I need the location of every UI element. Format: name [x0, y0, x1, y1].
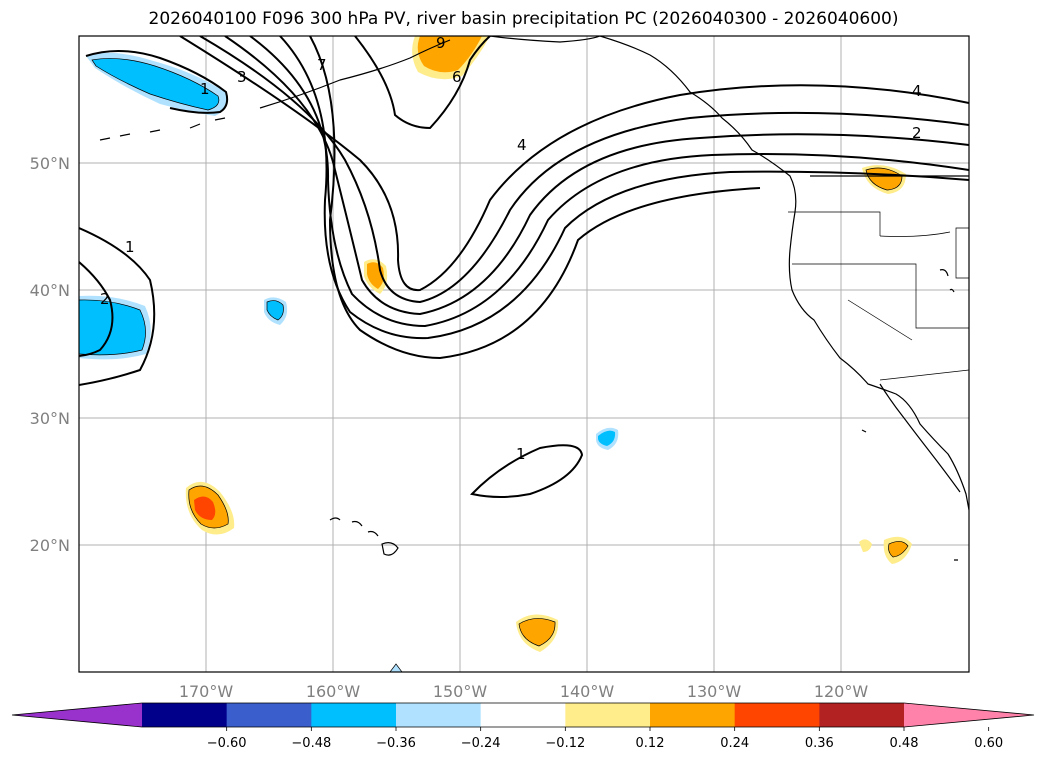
outline-hi: [188, 485, 229, 529]
colorbar-tick-label: 0.60: [974, 736, 1003, 751]
colorbar-tick-label: −0.24: [461, 736, 501, 751]
aleutian-islands: [99, 117, 226, 141]
border-us-mexico: [879, 369, 969, 381]
colorbar-segment: [226, 703, 312, 727]
pv-contour-4: [249, 36, 969, 328]
precip-outlines: [79, 58, 909, 647]
colorbar-extend-high: [904, 703, 1034, 727]
colorbar-segment: [819, 703, 905, 727]
state-line-id: [955, 227, 969, 279]
precip-blob-hi-core: [194, 496, 216, 520]
lon-tick-label: 170°W: [179, 682, 234, 701]
lon-tick-label: 120°W: [814, 682, 869, 701]
colorbar-segment: [480, 703, 566, 727]
map-title: 2026040100 F096 300 hPa PV, river basin …: [148, 9, 899, 29]
lat-tick-labels: 50°N 40°N 30°N 20°N: [30, 154, 70, 555]
coast-baja: [879, 383, 961, 493]
colorbar-tick-label: 0.24: [720, 736, 749, 751]
pv-label: 1: [125, 238, 135, 256]
coast-alaska-peninsula: [259, 39, 451, 109]
map-background: [79, 36, 969, 672]
colorbar-segment: [396, 703, 482, 727]
pv-contour-2: [199, 36, 969, 304]
pv-contour-10: [470, 444, 584, 498]
pv-label: 3: [237, 68, 247, 86]
gridlines: [79, 36, 969, 672]
pv-label: 6: [452, 68, 462, 86]
islands-se: [939, 269, 955, 293]
colorbar: −0.60 −0.48 −0.36 −0.24 −0.12 0.12 0.24 0.36 0.4…: [11, 702, 1035, 751]
pv-label: 2: [100, 290, 110, 308]
colorbar-segment: [734, 703, 820, 727]
colorbar-tick-label: −0.48: [291, 736, 331, 751]
lat-tick-label: 20°N: [30, 536, 70, 555]
colorbar-outline: [11, 702, 1035, 728]
precip-blob-bottom: [389, 663, 403, 672]
pv-contour-6: [309, 36, 761, 360]
pv-label: 4: [912, 82, 922, 100]
island-kauai: [329, 517, 341, 521]
precip-blob-c: [267, 300, 284, 320]
pv-contour-11: [85, 49, 229, 114]
pv-label: 2: [912, 124, 922, 142]
pv-contour-7: [354, 36, 491, 130]
outline-nw: [91, 58, 220, 111]
outline-south: [518, 618, 556, 647]
coast-na-west: [599, 36, 969, 511]
map-plot-area: 1 3 7 9 6 4 4 2 1 2 1: [78, 35, 970, 673]
outline-c: [266, 300, 284, 321]
colorbar-tick-label: 0.12: [636, 736, 665, 751]
islands-small: [861, 429, 958, 561]
outline-mx: [888, 541, 909, 558]
lon-tick-label: 130°W: [687, 682, 742, 701]
pv-label: 7: [317, 56, 327, 74]
colorbar-tick-label: 0.48: [890, 736, 919, 751]
state-line-or: [788, 211, 881, 236]
pv-contour-5: [279, 36, 969, 340]
colorbar-segment: [565, 703, 651, 727]
lon-tick-label: 150°W: [433, 682, 488, 701]
pv-label: 1: [516, 445, 526, 463]
island-hawaii: [381, 542, 399, 556]
lat-tick-label: 30°N: [30, 409, 70, 428]
precip-blob-mx: [888, 541, 908, 557]
colorbar-tick-label: −0.60: [207, 736, 247, 751]
colorbar-segment: [311, 703, 397, 727]
pv-label: 1: [200, 80, 210, 98]
lat-tick-label: 40°N: [30, 281, 70, 300]
lat-tick-label: 50°N: [30, 154, 70, 173]
colorbar-extend-low: [12, 703, 142, 727]
state-line-ca-nv: [792, 263, 969, 329]
pv-label: 4: [517, 136, 527, 154]
colorbar-tick-label: −0.36: [376, 736, 416, 751]
colorbar-segment: [650, 703, 736, 727]
pv-contour-1: [179, 36, 969, 292]
precip-blob-south: [519, 618, 556, 646]
coastlines: [99, 36, 969, 561]
precip-blob-gulf: [417, 36, 482, 73]
island-oahu: [351, 520, 363, 527]
state-line-ca: [847, 299, 913, 341]
colorbar-tick-label: 0.36: [805, 736, 834, 751]
precip-blob-nw: [92, 58, 219, 110]
lon-tick-labels: 170°W 160°W 150°W 140°W 130°W 120°W: [179, 682, 869, 701]
colorbar-tick-label: −0.12: [545, 736, 585, 751]
lon-tick-label: 140°W: [560, 682, 615, 701]
state-line-wa: [879, 231, 951, 237]
precip-blob-sub: [598, 430, 616, 446]
lon-tick-label: 160°W: [306, 682, 361, 701]
colorbar-segment: [142, 703, 228, 727]
precip-blob-mx2: [859, 539, 872, 552]
map-frame: [78, 35, 970, 673]
pv-contour-9: [79, 261, 114, 357]
pv-contour-8: [79, 227, 156, 386]
pv-contours: [79, 36, 969, 498]
outline-wa: [865, 167, 903, 191]
island-maui: [367, 530, 379, 537]
coast-alaska-gulf: [489, 36, 601, 43]
